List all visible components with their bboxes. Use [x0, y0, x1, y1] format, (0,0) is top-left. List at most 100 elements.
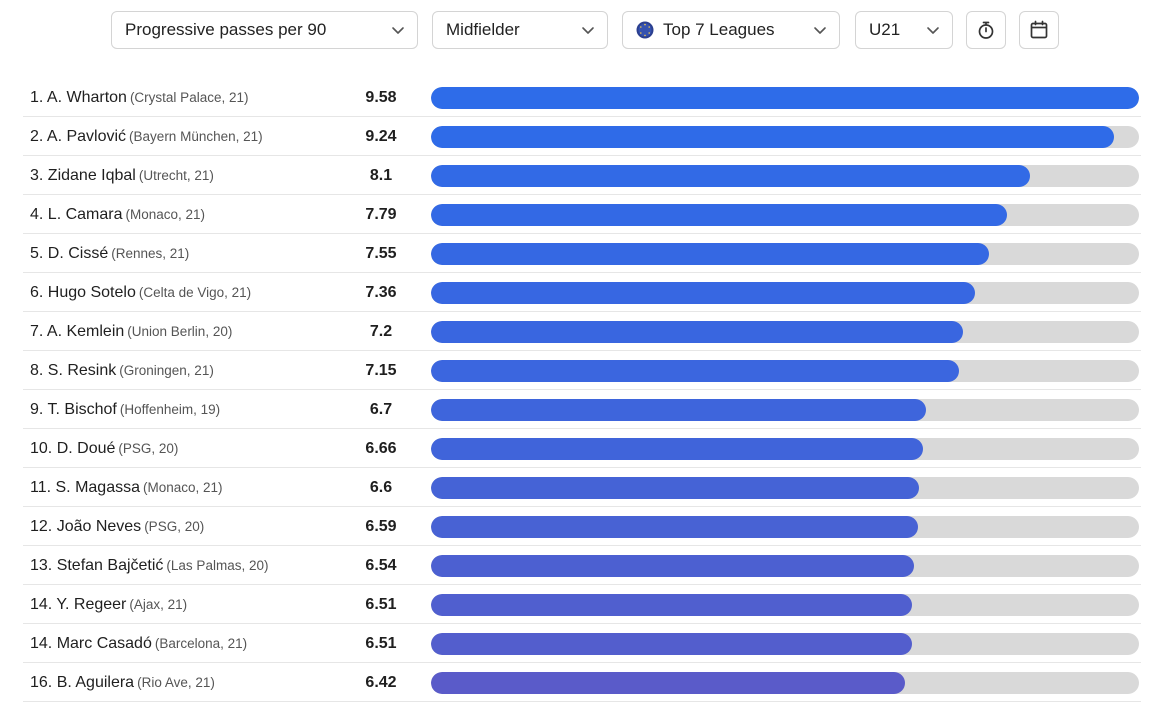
globe-icon — [636, 21, 654, 39]
player-club-age: (Barcelona, 21) — [154, 636, 248, 651]
ranking-row[interactable]: 4. L. Camara (Monaco, 21) 7.79 — [23, 195, 1141, 234]
player-name: 13. Stefan Bajčetić (Las Palmas, 20) — [30, 546, 268, 584]
bar-fill — [431, 126, 1114, 148]
player-label: 5. D. Cissé — [30, 245, 109, 262]
calendar-icon — [1030, 20, 1048, 39]
player-name: 12. João Neves (PSG, 20) — [30, 507, 204, 545]
season-filter-button[interactable] — [1019, 11, 1059, 49]
player-label: 2. A. Pavlović — [30, 128, 127, 145]
player-label: 14. Y. Regeer — [30, 596, 127, 613]
ranking-row[interactable]: 10. D. Doué (PSG, 20) 6.66 — [23, 429, 1141, 468]
stat-value: 6.42 — [365, 674, 397, 691]
player-name: 1. A. Wharton (Crystal Palace, 21) — [30, 78, 248, 116]
bar-track — [431, 477, 1139, 499]
player-name: 11. S. Magassa (Monaco, 21) — [30, 468, 223, 506]
ranking-row[interactable]: 13. Stefan Bajčetić (Las Palmas, 20) 6.54 — [23, 546, 1141, 585]
stat-value: 9.24 — [365, 128, 397, 145]
bar-track — [431, 204, 1139, 226]
player-name: 16. B. Aguilera (Rio Ave, 21) — [30, 663, 215, 701]
bar-track — [431, 672, 1139, 694]
player-club-age: (Ajax, 21) — [129, 597, 188, 612]
bar-track — [431, 243, 1139, 265]
ranking-row[interactable]: 6. Hugo Sotelo (Celta de Vigo, 21) 7.36 — [23, 273, 1141, 312]
ranking-row[interactable]: 11. S. Magassa (Monaco, 21) 6.6 — [23, 468, 1141, 507]
chevron-down-icon — [927, 27, 939, 34]
bar-fill — [431, 282, 975, 304]
player-name: 5. D. Cissé (Rennes, 21) — [30, 234, 189, 272]
bar-track — [431, 360, 1139, 382]
player-label: 8. S. Resink — [30, 362, 117, 379]
player-name: 14. Y. Regeer (Ajax, 21) — [30, 585, 187, 623]
stat-value: 7.55 — [365, 245, 397, 262]
bar-track — [431, 126, 1139, 148]
player-name: 3. Zidane Iqbal (Utrecht, 21) — [30, 156, 214, 194]
ranking-row[interactable]: 1. A. Wharton (Crystal Palace, 21) 9.58 — [23, 78, 1141, 117]
player-name: 4. L. Camara (Monaco, 21) — [30, 195, 205, 233]
bar-fill — [431, 555, 915, 577]
ranking-list: 1. A. Wharton (Crystal Palace, 21) 9.58 2. … — [23, 78, 1141, 702]
player-name: 14. Marc Casadó (Barcelona, 21) — [30, 624, 247, 662]
stat-value: 7.36 — [365, 284, 397, 301]
metric-select-value: Progressive passes per 90 — [125, 20, 327, 39]
player-label: 1. A. Wharton — [30, 89, 127, 106]
player-label: 12. João Neves — [30, 518, 142, 535]
player-club-age: (Rennes, 21) — [111, 246, 190, 261]
ranking-row[interactable]: 7. A. Kemlein (Union Berlin, 20) 7.2 — [23, 312, 1141, 351]
player-name: 8. S. Resink (Groningen, 21) — [30, 351, 214, 389]
stat-value: 6.59 — [365, 518, 397, 535]
player-name: 10. D. Doué (PSG, 20) — [30, 429, 178, 467]
ranking-row[interactable]: 14. Y. Regeer (Ajax, 21) 6.51 — [23, 585, 1141, 624]
stat-value: 6.51 — [365, 635, 397, 652]
player-name: 2. A. Pavlović (Bayern München, 21) — [30, 117, 263, 155]
league-select[interactable]: Top 7 Leagues — [622, 11, 840, 49]
minutes-filter-button[interactable] — [966, 11, 1006, 49]
ranking-row[interactable]: 16. B. Aguilera (Rio Ave, 21) 6.42 — [23, 663, 1141, 702]
bar-track — [431, 87, 1139, 109]
stat-value: 9.58 — [365, 89, 397, 106]
chevron-down-icon — [814, 27, 826, 34]
bar-track — [431, 399, 1139, 421]
age-select[interactable]: U21 — [855, 11, 953, 49]
player-club-age: (Utrecht, 21) — [138, 168, 214, 183]
bar-fill — [431, 399, 927, 421]
metric-select[interactable]: Progressive passes per 90 — [111, 11, 418, 49]
league-select-value: Top 7 Leagues — [663, 20, 775, 39]
player-label: 14. Marc Casadó — [30, 635, 152, 652]
bar-fill — [431, 633, 913, 655]
player-club-age: (Union Berlin, 20) — [127, 324, 233, 339]
ranking-row[interactable]: 14. Marc Casadó (Barcelona, 21) 6.51 — [23, 624, 1141, 663]
bar-fill — [431, 243, 989, 265]
player-label: 6. Hugo Sotelo — [30, 284, 136, 301]
bar-fill — [431, 165, 1030, 187]
stopwatch-icon — [978, 21, 994, 39]
player-club-age: (Bayern München, 21) — [129, 129, 263, 144]
ranking-row[interactable]: 12. João Neves (PSG, 20) 6.59 — [23, 507, 1141, 546]
bar-fill — [431, 87, 1139, 109]
player-club-age: (PSG, 20) — [118, 441, 179, 456]
stat-value: 6.6 — [369, 479, 393, 496]
position-select[interactable]: Midfielder — [432, 11, 608, 49]
player-label: 4. L. Camara — [30, 206, 123, 223]
player-club-age: (Monaco, 21) — [142, 480, 223, 495]
player-label: 7. A. Kemlein — [30, 323, 125, 340]
player-club-age: (PSG, 20) — [144, 519, 205, 534]
position-select-value: Midfielder — [446, 20, 520, 39]
player-label: 13. Stefan Bajčetić — [30, 557, 164, 574]
ranking-row[interactable]: 9. T. Bischof (Hoffenheim, 19) 6.7 — [23, 390, 1141, 429]
ranking-row[interactable]: 8. S. Resink (Groningen, 21) 7.15 — [23, 351, 1141, 390]
stat-value: 7.2 — [369, 323, 393, 340]
bar-track — [431, 438, 1139, 460]
player-label: 3. Zidane Iqbal — [30, 167, 136, 184]
bar-track — [431, 321, 1139, 343]
stat-value: 8.1 — [369, 167, 393, 184]
ranking-row[interactable]: 3. Zidane Iqbal (Utrecht, 21) 8.1 — [23, 156, 1141, 195]
ranking-row[interactable]: 5. D. Cissé (Rennes, 21) 7.55 — [23, 234, 1141, 273]
player-club-age: (Groningen, 21) — [119, 363, 214, 378]
bar-track — [431, 516, 1139, 538]
ranking-row[interactable]: 2. A. Pavlović (Bayern München, 21) 9.24 — [23, 117, 1141, 156]
bar-fill — [431, 321, 964, 343]
bar-fill — [431, 438, 924, 460]
player-name: 7. A. Kemlein (Union Berlin, 20) — [30, 312, 232, 350]
player-club-age: (Rio Ave, 21) — [137, 675, 215, 690]
player-label: 16. B. Aguilera — [30, 674, 135, 691]
